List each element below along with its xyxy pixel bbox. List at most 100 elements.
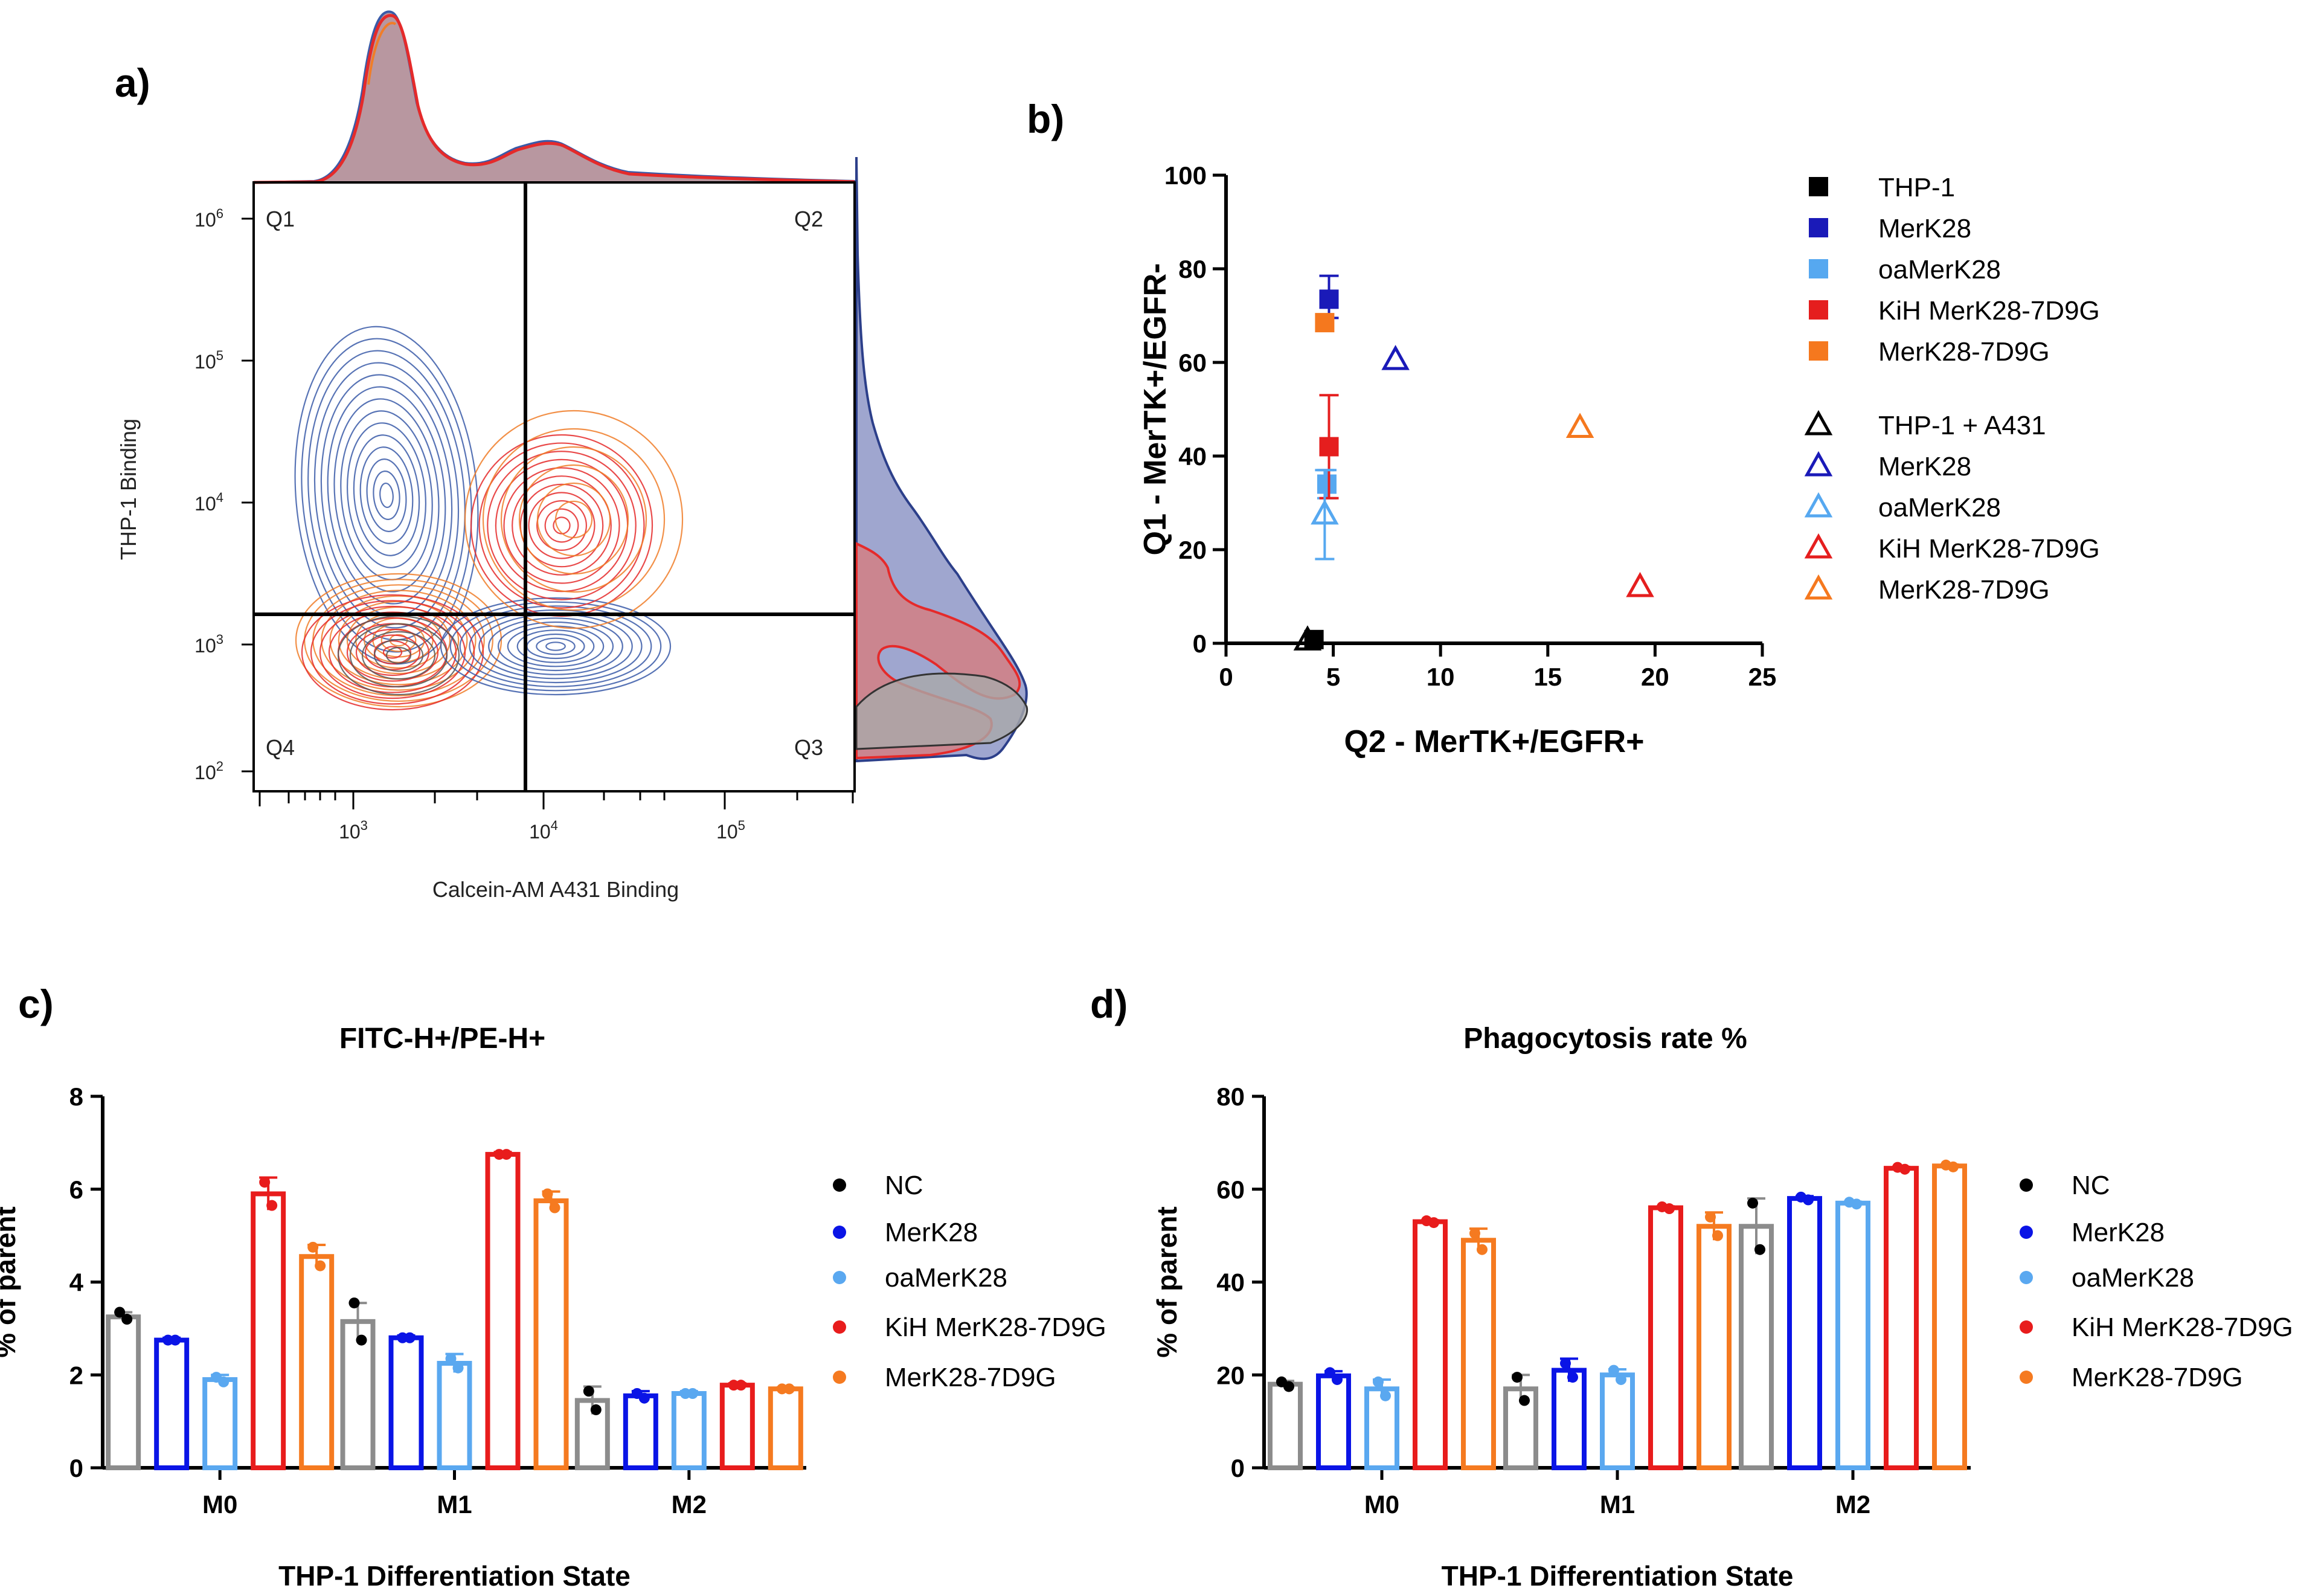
x-tick-label: M2 (1835, 1490, 1870, 1519)
x-tick-label: 25 (1748, 663, 1777, 691)
bar (1739, 1224, 1774, 1470)
data-point (1512, 1372, 1523, 1383)
legend-label: KiH MerK28-7D9G (1878, 296, 2100, 326)
y-tick-label: 4 (69, 1268, 84, 1297)
contour-line (544, 508, 579, 543)
flow-y-axis-label: THP-1 Binding (116, 419, 141, 560)
y-tick-label: 60 (1216, 1175, 1245, 1204)
y-tick-label: 20 (1178, 536, 1207, 564)
contour-line (373, 471, 400, 520)
data-point (1747, 1197, 1758, 1209)
y-tick-label: 100 (1164, 161, 1207, 190)
x-tick-label: M0 (202, 1490, 237, 1519)
contour-line (497, 621, 614, 672)
data-point (1803, 1194, 1814, 1206)
bar (1835, 1200, 1870, 1470)
contour-line (459, 605, 652, 687)
data-point (1754, 1244, 1765, 1255)
contour-line (553, 516, 571, 535)
x-tick-label: 5 (1326, 663, 1340, 691)
data-point (404, 1332, 416, 1343)
contour-line (364, 634, 421, 670)
quadrant-label-q1: Q1 (266, 207, 295, 231)
legend-dot (833, 1226, 846, 1239)
contour-line (379, 482, 394, 509)
x-tick-label: M1 (1600, 1490, 1635, 1519)
bar (1364, 1386, 1399, 1470)
contour-line (487, 451, 637, 600)
data-point (1616, 1374, 1626, 1385)
flow-x-ticks: 103 104 105 (258, 791, 854, 843)
legend-label: MerK28 (885, 1218, 978, 1247)
legend-swatch-square (1809, 259, 1828, 278)
contour-line (329, 595, 468, 686)
bar (671, 1391, 707, 1470)
data-point (445, 1353, 457, 1365)
contour-line (359, 446, 414, 544)
legend-label: NC (885, 1171, 923, 1200)
data-point (121, 1314, 133, 1325)
y-tick-label: 40 (1216, 1268, 1245, 1297)
bar (719, 1383, 755, 1471)
contour-line (554, 500, 593, 539)
contour-line (512, 475, 612, 576)
bar (1268, 1381, 1303, 1470)
legend-dot (2020, 1320, 2033, 1334)
contour-line (353, 434, 420, 556)
contour-line (469, 609, 643, 684)
data-point (1705, 1211, 1716, 1223)
panel-a-label: a) (115, 60, 150, 105)
flow-y-tick: 104 (194, 490, 223, 515)
panel-b-scatter: b) 0 20 40 60 80 100 0 5 10 15 20 25 Q2 - MerTK+/EGF… (1027, 97, 2100, 759)
contour-line (313, 362, 460, 629)
contour-line (464, 410, 684, 629)
flow-y-tick: 102 (194, 759, 223, 783)
data-point (1373, 1376, 1384, 1387)
legend-label: MerK28 (1878, 214, 1971, 243)
flow-x-tick-marks (258, 791, 854, 809)
legend-label: MerK28-7D9G (1878, 337, 2050, 367)
flow-plot-frame (252, 181, 856, 792)
contour-line (528, 492, 595, 559)
data-point-triangle (1311, 499, 1339, 525)
data-point (266, 1200, 278, 1211)
flow-y-tick: 103 (194, 632, 223, 657)
data-point (452, 1362, 464, 1374)
quadrant-label-q3: Q3 (794, 735, 823, 760)
y-axis-label: % of parent (0, 1206, 21, 1357)
legend-label: KiH MerK28-7D9G (1878, 534, 2100, 564)
contour-line (361, 631, 436, 680)
quadrant-label-q4: Q4 (266, 735, 295, 760)
flow-y-ticks: 106 105 104 103 102 (194, 206, 254, 783)
data-point (501, 1149, 512, 1160)
panel-c-bar-chart: c) FITC-H+/PE-H+ 0 2 4 6 8 M0 M1 M2 THP-1 Differe… (0, 982, 1106, 1588)
contour-line (301, 594, 484, 711)
contour-line (294, 326, 479, 665)
contour-line (333, 398, 440, 593)
legend-dot (833, 1320, 846, 1334)
bar (437, 1361, 472, 1470)
legend-swatch-square (1809, 341, 1828, 361)
data-point (348, 1297, 360, 1309)
legend-label: MerK28-7D9G (2072, 1363, 2243, 1392)
right-histogram-gray (855, 672, 1029, 750)
data-point (356, 1334, 367, 1346)
contour-line (382, 646, 403, 659)
data-point (783, 1383, 795, 1395)
legend-label: THP-1 (1878, 173, 1955, 202)
legend-label: KiH MerK28-7D9G (2072, 1313, 2293, 1342)
y-tick-label: 80 (1216, 1082, 1245, 1111)
legend-dot (2020, 1178, 2033, 1192)
legend-label: oaMerK28 (2072, 1263, 2194, 1293)
bar (251, 1191, 286, 1470)
data-point (1608, 1365, 1619, 1376)
flow-x-axis-label: Calcein-AM A431 Binding (432, 877, 679, 902)
data-point (1469, 1227, 1480, 1239)
legend-label: MerK28 (2072, 1218, 2165, 1247)
panel-b-label: b) (1027, 97, 1064, 141)
data-point (170, 1334, 181, 1346)
contour-line (482, 428, 666, 611)
x-tick-label: 20 (1641, 663, 1669, 691)
right-histogram (855, 156, 1029, 763)
